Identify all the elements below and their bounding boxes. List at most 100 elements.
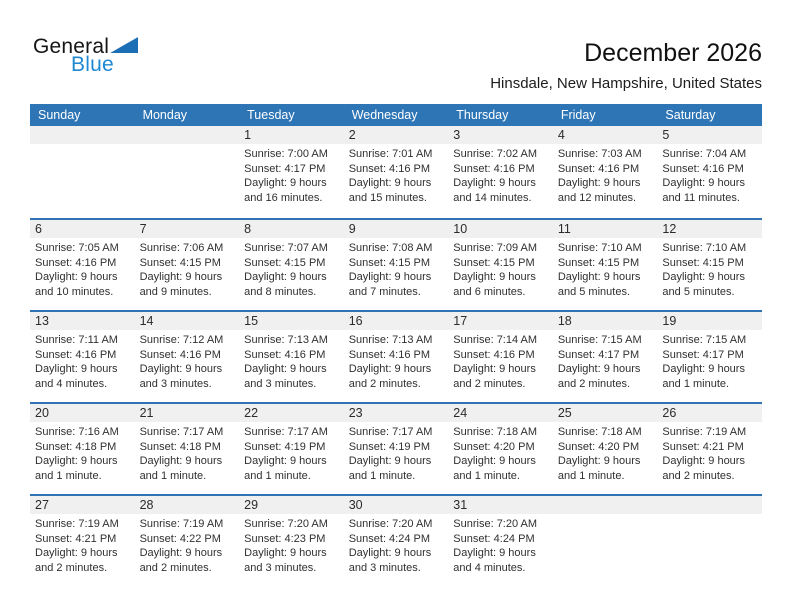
sunrise-text: Sunrise: 7:10 AM [662, 242, 747, 254]
daylight-text-cont: and 9 minutes. [139, 285, 212, 298]
title-block: December 2026 Hinsdale, New Hampshire, U… [490, 39, 762, 92]
logo-text-blue: Blue [71, 53, 114, 76]
sunset-text: Sunset: 4:19 PM [244, 440, 326, 453]
sunset-text: Sunset: 4:16 PM [35, 256, 117, 269]
day-cell-30: 30 Sunrise: 7:20 AM Sunset: 4:24 PM Dayligh… [344, 496, 449, 586]
daylight-text: Daylight: 9 hours [244, 177, 327, 190]
sunrise-text: Sunrise: 7:11 AM [35, 334, 118, 346]
sunset-text: Sunset: 4:18 PM [139, 440, 221, 453]
weekday-header-wednesday: Wednesday [351, 108, 418, 122]
date-number: 27 [35, 498, 49, 512]
daylight-text: Daylight: 9 hours [557, 177, 641, 190]
day-cell-5: 5 Sunrise: 7:04 AM Sunset: 4:16 PM Daylight… [657, 126, 762, 218]
day-cell-18: 18 Sunrise: 7:15 AM Sunset: 4:17 PM Dayligh… [553, 312, 658, 402]
empty-day-cell [657, 496, 762, 586]
day-cell-15: 15 Sunrise: 7:13 AM Sunset: 4:16 PM Dayligh… [239, 312, 344, 402]
daylight-text: Daylight: 9 hours [348, 363, 432, 376]
day-cell-17: 17 Sunrise: 7:14 AM Sunset: 4:16 PM Dayligh… [448, 312, 553, 402]
daylight-text: Daylight: 9 hours [139, 547, 223, 560]
date-number: 20 [35, 406, 49, 420]
day-cell-2: 2 Sunrise: 7:01 AM Sunset: 4:16 PM Daylight… [344, 126, 449, 218]
calendar-week-row: 6 Sunrise: 7:05 AM Sunset: 4:16 PM Daylight… [30, 218, 762, 310]
sunset-text: Sunset: 4:16 PM [139, 348, 221, 361]
day-cell-31: 31 Sunrise: 7:20 AM Sunset: 4:24 PM Dayligh… [448, 496, 553, 586]
daylight-text: Daylight: 9 hours [35, 363, 118, 376]
sunrise-text: Sunrise: 7:18 AM [453, 426, 538, 438]
daylight-text-cont: and 2 minutes. [139, 561, 212, 574]
weekday-header-row: Sunday Monday Tuesday Wednesday Thursday Frid… [30, 104, 762, 126]
daylight-text: Daylight: 9 hours [662, 271, 745, 284]
date-number: 23 [348, 406, 363, 420]
sunrise-text: Sunrise: 7:17 AM [244, 426, 328, 438]
date-number: 16 [348, 314, 363, 328]
daylight-text-cont: and 6 minutes. [453, 285, 526, 298]
daylight-text-cont: and 8 minutes. [244, 285, 317, 298]
daylight-text: Daylight: 9 hours [348, 455, 432, 468]
daylight-text: Daylight: 9 hours [244, 547, 327, 560]
sunrise-text: Sunrise: 7:03 AM [557, 148, 642, 160]
daylight-text: Daylight: 9 hours [139, 271, 223, 284]
sunrise-text: Sunrise: 7:06 AM [139, 242, 224, 254]
day-cell-29: 29 Sunrise: 7:20 AM Sunset: 4:23 PM Dayligh… [239, 496, 344, 586]
page-title: December 2026 [584, 39, 762, 67]
date-number: 19 [662, 314, 677, 328]
day-cell-16: 16 Sunrise: 7:13 AM Sunset: 4:16 PM Dayligh… [344, 312, 449, 402]
daylight-text-cont: and 1 minute. [35, 469, 102, 482]
daylight-text: Daylight: 9 hours [662, 177, 745, 190]
daylight-text: Daylight: 9 hours [662, 455, 745, 468]
day-cell-8: 8 Sunrise: 7:07 AM Sunset: 4:15 PM Daylight… [239, 220, 344, 310]
daylight-text-cont: and 4 minutes. [453, 561, 526, 574]
daylight-text: Daylight: 9 hours [453, 455, 536, 468]
date-number: 31 [453, 498, 468, 512]
sunrise-text: Sunrise: 7:12 AM [139, 334, 224, 346]
sunset-text: Sunset: 4:15 PM [139, 256, 221, 269]
day-cell-23: 23 Sunrise: 7:17 AM Sunset: 4:19 PM Dayligh… [344, 404, 449, 494]
sunset-text: Sunset: 4:24 PM [453, 532, 535, 545]
sunrise-text: Sunrise: 7:01 AM [348, 148, 433, 160]
day-cell-19: 19 Sunrise: 7:15 AM Sunset: 4:17 PM Dayligh… [657, 312, 762, 402]
daylight-text: Daylight: 9 hours [139, 363, 223, 376]
sunrise-text: Sunrise: 7:14 AM [453, 334, 538, 346]
day-cell-22: 22 Sunrise: 7:17 AM Sunset: 4:19 PM Dayligh… [239, 404, 344, 494]
day-cell-1: 1 Sunrise: 7:00 AM Sunset: 4:17 PM Daylight… [239, 126, 344, 218]
sunset-text: Sunset: 4:15 PM [557, 256, 640, 269]
date-number: 13 [35, 314, 49, 328]
sunset-text: Sunset: 4:17 PM [244, 162, 326, 175]
daylight-text-cont: and 2 minutes. [662, 469, 735, 482]
sunset-text: Sunset: 4:16 PM [557, 162, 640, 175]
day-cell-11: 11 Sunrise: 7:10 AM Sunset: 4:15 PM Dayligh… [553, 220, 658, 310]
sunrise-text: Sunrise: 7:19 AM [35, 518, 119, 530]
date-number: 29 [244, 498, 259, 512]
date-band [30, 496, 762, 514]
daylight-text-cont: and 1 minute. [557, 469, 625, 482]
daylight-text: Daylight: 9 hours [35, 271, 118, 284]
daylight-text-cont: and 16 minutes. [244, 191, 323, 204]
daylight-text: Daylight: 9 hours [35, 455, 118, 468]
sunrise-text: Sunrise: 7:17 AM [139, 426, 224, 438]
date-number: 9 [348, 222, 356, 236]
daylight-text-cont: and 3 minutes. [348, 561, 421, 574]
day-cell-9: 9 Sunrise: 7:08 AM Sunset: 4:15 PM Daylight… [344, 220, 449, 310]
date-number: 28 [139, 498, 154, 512]
date-number: 1 [244, 128, 252, 142]
date-band [30, 220, 762, 238]
logo-triangle-icon [110, 37, 139, 53]
daylight-text: Daylight: 9 hours [453, 271, 536, 284]
day-cell-26: 26 Sunrise: 7:19 AM Sunset: 4:21 PM Dayligh… [657, 404, 762, 494]
weekday-header-tuesday: Tuesday [247, 108, 295, 122]
day-cell-20: 20 Sunrise: 7:16 AM Sunset: 4:18 PM Dayligh… [30, 404, 135, 494]
day-cell-13: 13 Sunrise: 7:11 AM Sunset: 4:16 PM Dayligh… [30, 312, 135, 402]
sunrise-text: Sunrise: 7:00 AM [244, 148, 328, 160]
daylight-text-cont: and 11 minutes. [662, 191, 740, 204]
sunrise-text: Sunrise: 7:20 AM [453, 518, 538, 530]
general-blue-logo: General Blue [33, 36, 139, 76]
date-number: 15 [244, 314, 259, 328]
daylight-text-cont: and 14 minutes. [453, 191, 532, 204]
date-number: 6 [35, 222, 42, 236]
date-band [30, 126, 762, 144]
sunrise-text: Sunrise: 7:04 AM [662, 148, 747, 160]
daylight-text: Daylight: 9 hours [35, 547, 118, 560]
daylight-text-cont: and 1 minute. [139, 469, 207, 482]
sunrise-text: Sunrise: 7:15 AM [557, 334, 642, 346]
daylight-text: Daylight: 9 hours [348, 271, 432, 284]
